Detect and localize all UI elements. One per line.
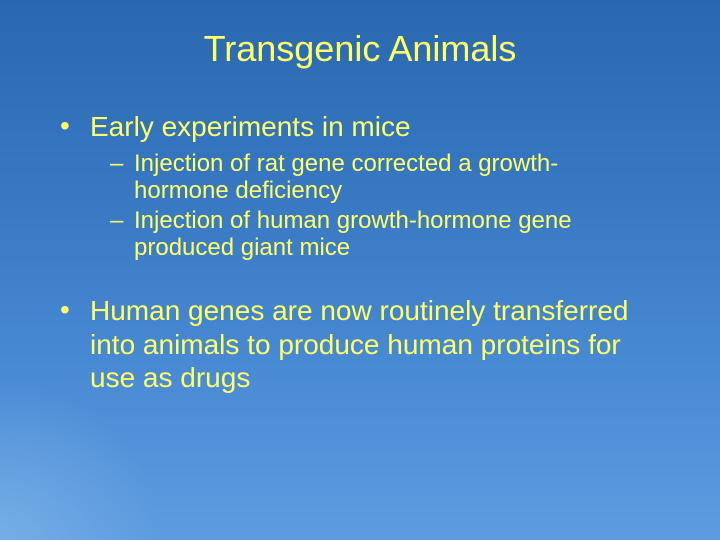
bullet-text: Human genes are now routinely transferre… bbox=[90, 294, 670, 395]
bullet-level-1: • Early experiments in mice bbox=[60, 110, 670, 144]
slide-content: • Early experiments in mice – Injection … bbox=[50, 110, 670, 395]
bullet-level-2: – Injection of human growth-hormone gene… bbox=[110, 207, 670, 262]
bullet-level-1: • Human genes are now routinely transfer… bbox=[60, 294, 670, 395]
slide-title: Transgenic Animals bbox=[50, 28, 670, 70]
bullet-text: Injection of human growth-hormone gene p… bbox=[134, 207, 670, 262]
bullet-marker: • bbox=[60, 110, 90, 142]
bullet-marker: – bbox=[110, 150, 134, 178]
spacer bbox=[50, 264, 670, 294]
bullet-text: Early experiments in mice bbox=[90, 110, 670, 144]
bullet-marker: • bbox=[60, 294, 90, 326]
corner-glow-decoration bbox=[0, 380, 160, 540]
slide-container: Transgenic Animals • Early experiments i… bbox=[0, 0, 720, 540]
bullet-marker: – bbox=[110, 207, 134, 235]
bullet-text: Injection of rat gene corrected a growth… bbox=[134, 150, 670, 205]
bullet-level-2: – Injection of rat gene corrected a grow… bbox=[110, 150, 670, 205]
